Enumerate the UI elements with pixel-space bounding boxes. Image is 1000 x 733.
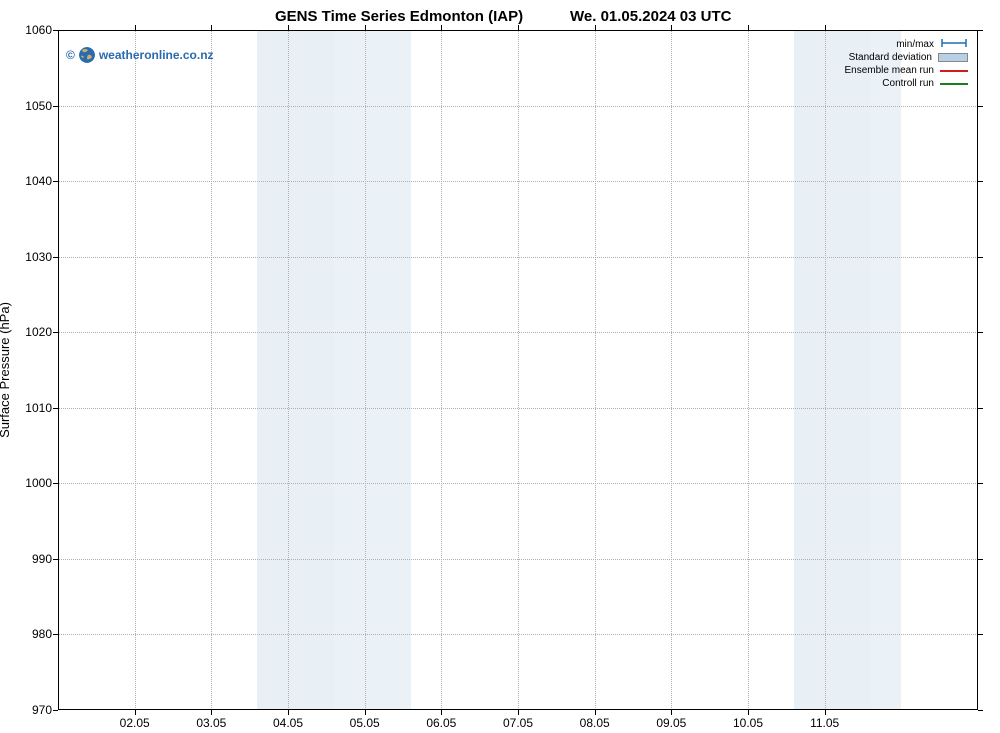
legend-item: Controll run [818,77,968,90]
x-tick-label: 05.05 [350,716,380,730]
legend-swatch [940,38,968,51]
legend-item: min/max [818,38,968,51]
y-tick-label: 1040 [18,174,52,188]
y-axis-label: Surface Pressure (hPa) [0,302,12,438]
gridline-vertical [518,30,519,710]
legend-swatch [940,70,968,72]
globe-icon [79,47,95,63]
x-tick-label: 09.05 [656,716,686,730]
gridline-horizontal [58,257,978,258]
gridline-vertical [135,30,136,710]
y-tick-label: 1030 [18,250,52,264]
x-tick-label: 06.05 [426,716,456,730]
y-tick-label: 1050 [18,99,52,113]
x-tick-label: 02.05 [120,716,150,730]
gridline-vertical [825,30,826,710]
weekend-band [257,30,334,710]
gridline-vertical [211,30,212,710]
copyright-symbol: © [66,48,75,62]
gridline-horizontal [58,634,978,635]
legend-swatch [940,83,968,85]
gridline-vertical [365,30,366,710]
legend-item: Standard deviation [818,51,968,64]
watermark-text: weatheronline.co.nz [99,48,214,62]
legend-swatch [938,53,968,62]
gridline-vertical [441,30,442,710]
gridline-horizontal [58,332,978,333]
x-tick-label: 08.05 [580,716,610,730]
weekend-band [794,30,871,710]
gridline-vertical [595,30,596,710]
legend-item: Ensemble mean run [818,64,968,77]
y-tick-label: 990 [18,552,52,566]
x-tick-label: 03.05 [196,716,226,730]
x-tick-label: 11.05 [810,716,839,730]
x-tick-label: 04.05 [273,716,303,730]
chart-container: { "title_left": "GENS Time Series Edmont… [0,0,1000,733]
gridline-horizontal [58,106,978,107]
watermark: © weatheronline.co.nz [66,47,214,63]
y-tick-label: 980 [18,627,52,641]
weekend-band [871,30,902,710]
gridline-vertical [288,30,289,710]
gridline-horizontal [58,559,978,560]
y-tick-label: 1020 [18,325,52,339]
legend-label: Ensemble mean run [845,65,935,76]
legend-label: Standard deviation [849,52,932,63]
y-tick-label: 970 [18,703,52,717]
y-tick-label: 1000 [18,476,52,490]
gridline-horizontal [58,408,978,409]
plot-area: © weatheronline.co.nz min/max Standard de… [58,30,978,710]
chart-title-right: We. 01.05.2024 03 UTC [570,8,731,25]
gridline-vertical [748,30,749,710]
legend-label: Controll run [882,78,934,89]
x-tick-label: 07.05 [503,716,533,730]
y-tick-label: 1060 [18,23,52,37]
gridline-horizontal [58,483,978,484]
weekend-band [334,30,411,710]
gridline-horizontal [58,181,978,182]
legend-label: min/max [896,39,934,50]
legend: min/max Standard deviation Ensemble mean r… [818,38,968,90]
gridline-vertical [671,30,672,710]
chart-title-left: GENS Time Series Edmonton (IAP) [275,8,523,25]
y-tick-label: 1010 [18,401,52,415]
x-tick-label: 10.05 [733,716,763,730]
